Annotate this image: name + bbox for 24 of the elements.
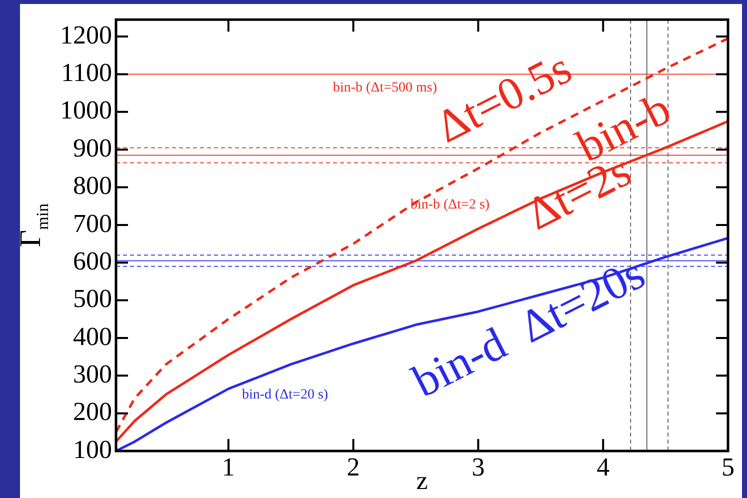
x-tick-label: 2 — [346, 452, 360, 482]
y-tick-label: 300 — [73, 359, 112, 388]
y-tick-label: 1100 — [60, 58, 112, 88]
y-axis-title: Γmin — [14, 202, 52, 248]
x-tick-label: 3 — [472, 452, 485, 482]
x-axis-title: z — [416, 466, 428, 496]
y-tick-label: 100 — [73, 434, 112, 464]
y-tick-label: 1000 — [60, 96, 112, 125]
x-tick-label: 4 — [596, 452, 610, 482]
y-tick-label: 200 — [73, 397, 112, 426]
y-tick-label: 700 — [73, 208, 112, 238]
y-tick-label: 1200 — [60, 20, 112, 50]
annotation: bin-b (Δt=500 ms) — [332, 80, 438, 96]
annotation: bin-b (Δt=2 s) — [410, 198, 490, 213]
y-tick-label: 800 — [73, 171, 112, 200]
y-tick-label: 600 — [73, 246, 112, 276]
y-tick-label: 400 — [73, 322, 112, 351]
annotation: bin-d (Δt=20 s) — [242, 388, 328, 403]
annotation: bin-d Δt=20s — [404, 247, 652, 407]
y-tick-label: 500 — [73, 284, 112, 314]
line-series — [116, 37, 728, 434]
y-tick-label: 900 — [73, 133, 112, 162]
x-tick-label: 1 — [222, 452, 235, 482]
x-tick-label: 5 — [722, 452, 734, 482]
